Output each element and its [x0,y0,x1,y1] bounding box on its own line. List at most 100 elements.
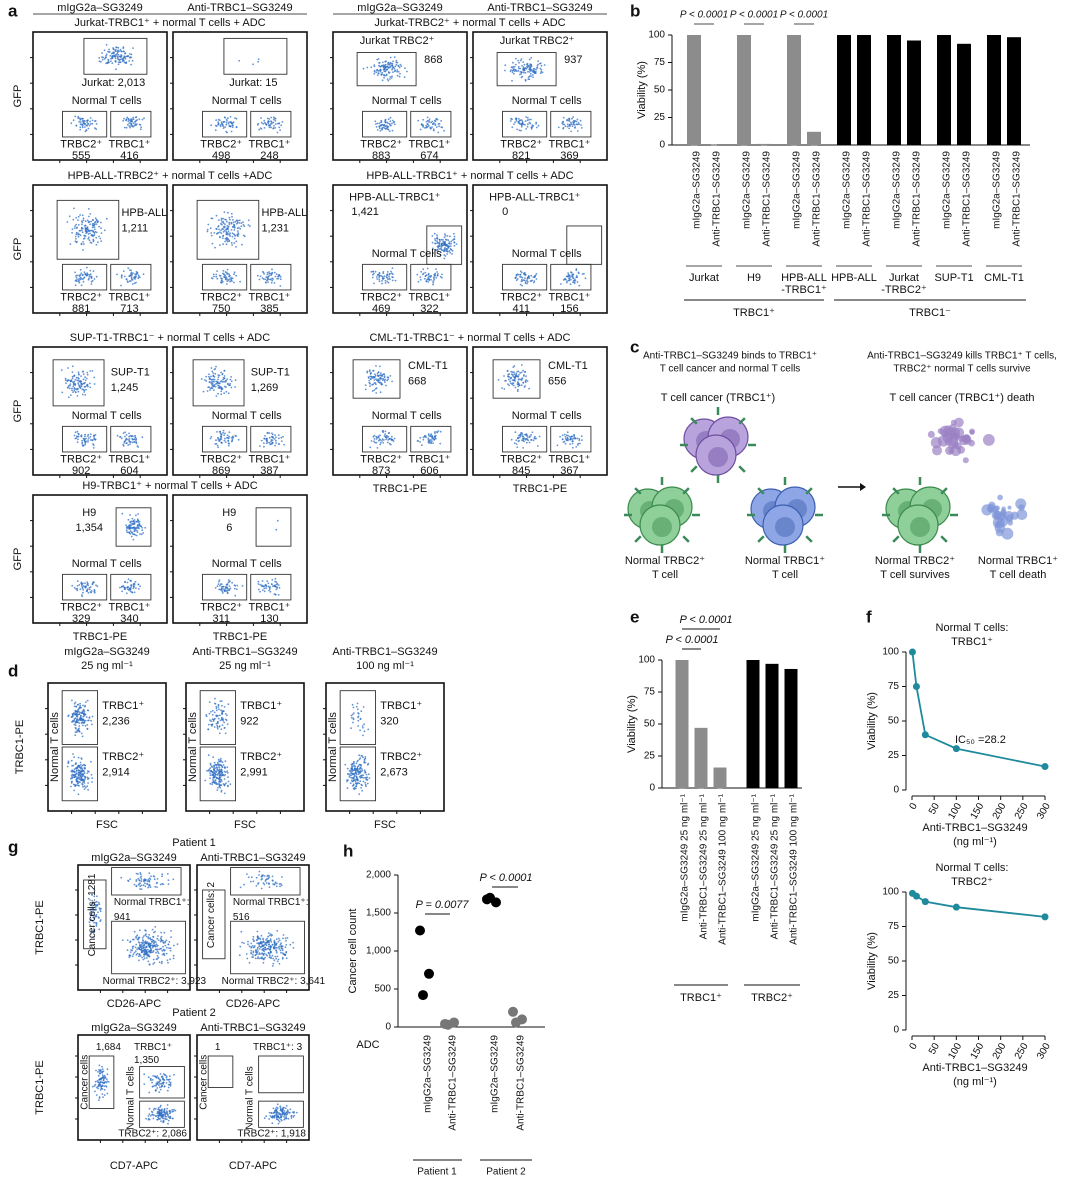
event-dot [430,442,432,445]
event-dot [256,274,259,277]
event-dot [524,433,527,436]
event-dot [162,883,165,886]
event-dot [224,223,226,226]
event-dot [138,882,141,885]
event-dot [139,885,142,888]
event-dot [81,764,84,767]
event-dot [121,512,124,515]
event-dot [228,580,231,583]
cell [639,504,681,546]
group-label: TRBC1⁺ [733,307,775,319]
event-dot [92,239,95,242]
event-dot [79,764,82,766]
event-dot [422,438,425,441]
event-dot [249,225,251,228]
event-dot [514,386,517,389]
plot-frame [172,346,308,476]
event-dot [428,278,431,281]
event-dot [116,55,119,58]
gate-label: TRBC2⁺ [360,454,402,466]
event-dot [389,116,392,119]
event-dot [163,1085,166,1087]
event-dot [114,57,117,59]
event-dot [385,124,387,127]
event-dot [380,119,383,122]
event-dot [266,117,269,120]
event-dot [562,279,565,281]
event-dot [127,281,129,284]
event-dot [96,1080,99,1082]
event-dot [274,119,277,122]
event-dot [147,937,150,940]
event-dot [218,770,221,773]
event-dot [441,276,443,279]
event-dot [212,781,215,783]
event-dot [105,44,108,46]
event-dot [426,126,428,129]
event-dot [112,48,115,51]
event-dot [351,772,353,775]
event-dot [295,1111,298,1114]
event-dot [523,272,525,275]
event-dot [224,590,226,592]
event-dot [230,386,233,389]
event-dot [210,367,213,369]
event-dot [217,714,219,717]
event-dot [89,120,92,123]
event-dot [226,131,229,134]
event-dot [77,719,80,722]
event-dot [360,783,363,786]
event-dot [74,731,77,733]
event-dot [86,785,89,788]
event-dot [95,1094,98,1096]
event-dot [390,270,392,273]
event-dot [262,941,264,943]
event-dot [274,1111,276,1114]
event-dot [141,436,144,439]
event-dot [383,123,386,126]
event-dot [363,730,366,733]
event-dot [368,379,371,382]
event-dot [264,584,267,586]
event-dot [573,433,575,436]
event-dot [90,932,93,935]
event-dot [77,117,80,120]
event-dot [133,528,136,531]
event-dot [169,947,172,950]
event-dot [267,281,269,283]
event-dot [263,1117,266,1120]
event-dot [80,757,83,760]
event-dot [101,1093,104,1095]
event-dot [530,56,533,59]
row-title: CML-T1-TRBC1⁻ + normal T cells + ADC [369,332,570,344]
event-dot [420,123,423,125]
gate [110,573,152,601]
event-dot [379,65,381,68]
group-label: -TRBC2⁺ [881,284,927,296]
event-dot [428,275,431,278]
event-dot [370,66,373,69]
event-dot [376,129,379,131]
event-dot [107,1081,110,1083]
event-dot [255,953,258,956]
event-dot [250,952,253,955]
event-dot [429,434,432,437]
event-dot [427,124,430,127]
event-dot [419,441,421,443]
event-dot [515,439,518,442]
gate-label: Normal T cells [212,410,282,422]
event-dot [142,532,145,534]
event-dot [257,583,260,585]
event-dot [431,435,434,437]
event-dot [134,436,136,438]
event-dot [255,949,257,951]
event-dot [217,376,220,378]
event-dot [223,120,226,123]
event-dot [277,1122,280,1125]
event-dot [223,778,226,780]
event-dot [404,67,406,70]
event-dot [210,124,213,127]
event-dot [516,278,519,280]
event-dot [79,702,81,705]
event-dot [208,701,211,703]
